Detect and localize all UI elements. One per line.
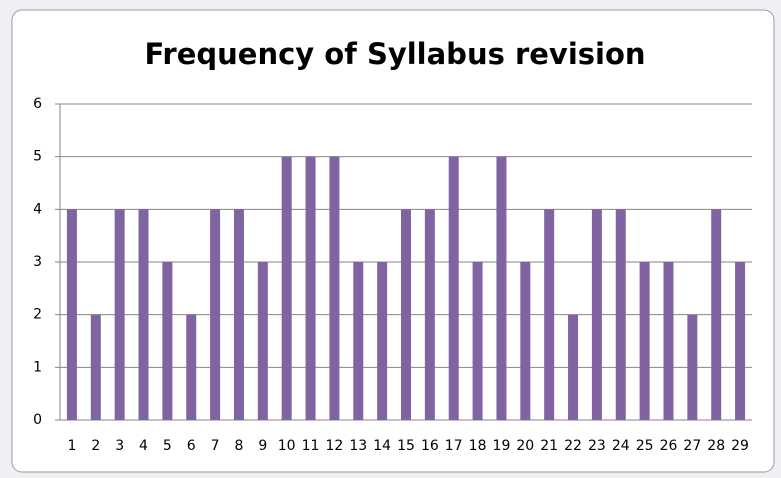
- chart-title: Frequency of Syllabus revision: [144, 37, 645, 71]
- x-tick-label: 1: [67, 438, 76, 454]
- x-tick-label: 21: [540, 438, 558, 454]
- bar: [210, 209, 221, 420]
- bar: [735, 262, 746, 420]
- bar: [663, 262, 674, 420]
- bar: [281, 156, 292, 420]
- bar: [568, 314, 579, 420]
- bar: [591, 209, 602, 420]
- x-tick-label: 17: [445, 438, 463, 454]
- bar: [233, 209, 244, 420]
- x-tick-label: 24: [612, 438, 630, 454]
- bar: [496, 156, 507, 420]
- y-tick-label: 4: [33, 201, 42, 217]
- bar: [711, 209, 722, 420]
- x-tick-label: 13: [349, 438, 367, 454]
- x-tick-label: 22: [564, 438, 582, 454]
- x-tick-label: 5: [163, 438, 172, 454]
- bar: [353, 262, 364, 420]
- y-tick-label: 5: [33, 149, 42, 165]
- x-tick-label: 16: [421, 438, 439, 454]
- bar: [138, 209, 149, 420]
- x-tick-label: 25: [636, 438, 654, 454]
- x-tick-label: 10: [278, 438, 296, 454]
- x-tick-label: 20: [516, 438, 534, 454]
- bar: [639, 262, 650, 420]
- bar: [615, 209, 626, 420]
- x-tick-label: 18: [469, 438, 487, 454]
- y-tick-label: 2: [33, 307, 42, 323]
- x-tick-label: 3: [115, 438, 124, 454]
- y-tick-label: 0: [33, 412, 42, 428]
- bar: [66, 209, 77, 420]
- bar: [401, 209, 411, 420]
- y-tick-label: 6: [33, 96, 42, 112]
- x-tick-label: 19: [493, 438, 511, 454]
- x-tick-label: 23: [588, 438, 606, 454]
- bar: [329, 156, 340, 420]
- bar: [544, 209, 555, 420]
- x-tick-label: 12: [325, 438, 343, 454]
- x-tick-label: 11: [302, 438, 320, 454]
- x-tick-label: 8: [235, 438, 244, 454]
- bar: [424, 209, 435, 420]
- bar: [520, 262, 531, 420]
- x-tick-label: 29: [731, 438, 749, 454]
- x-tick-label: 26: [660, 438, 678, 454]
- x-tick-label: 2: [91, 438, 100, 454]
- y-tick-label: 1: [33, 359, 42, 375]
- x-tick-label: 7: [211, 438, 220, 454]
- x-tick-label: 9: [258, 438, 267, 454]
- x-tick-label: 6: [187, 438, 196, 454]
- bar: [162, 262, 173, 420]
- bar: [472, 262, 483, 420]
- bar: [90, 314, 101, 420]
- bar: [377, 262, 388, 420]
- y-tick-label: 3: [33, 254, 42, 270]
- x-tick-label: 14: [373, 438, 391, 454]
- x-tick-label: 15: [397, 438, 415, 454]
- x-tick-label: 27: [683, 438, 701, 454]
- bar: [186, 314, 197, 420]
- bar: [687, 314, 698, 420]
- x-tick-label: 4: [139, 438, 148, 454]
- bar: [114, 209, 125, 420]
- x-tick-label: 28: [707, 438, 725, 454]
- bar: [448, 156, 459, 420]
- bar: [257, 262, 268, 420]
- bar: [305, 156, 316, 420]
- chart-frame: [11, 9, 775, 473]
